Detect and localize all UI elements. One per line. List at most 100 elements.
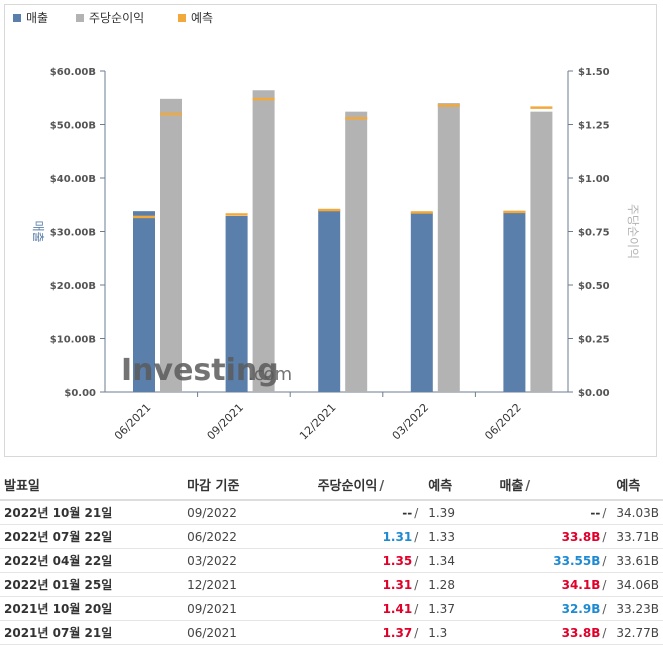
eps-actual-cell: -- / xyxy=(313,500,425,525)
slash: / xyxy=(414,625,419,640)
table-row: 2021년 10월 20일 09/2021 1.41/1.37 32.9B/33.23… xyxy=(0,596,663,621)
table-row: 2022년 01월 25일 12/2021 1.31/1.28 34.1B/34.06… xyxy=(0,572,663,597)
eps-bar[interactable] xyxy=(437,103,460,392)
revenue-forecast-mark[interactable] xyxy=(503,210,526,214)
eps-actual-cell: 1.35/ xyxy=(313,548,425,573)
slash: / xyxy=(414,601,419,616)
left-tick-label: $20.00B xyxy=(50,281,96,292)
legend-swatch[interactable] xyxy=(76,14,84,22)
table-row: 2022년 04월 22일 03/2022 1.35/1.34 33.55B/33.6… xyxy=(0,548,663,573)
period-end: 06/2022 xyxy=(183,524,314,549)
eps-actual: -- xyxy=(402,505,413,520)
revenue-forecast: 33.23B xyxy=(612,596,663,621)
revenue-forecast-mark[interactable] xyxy=(133,215,155,219)
release-date: 2022년 04월 22일 xyxy=(0,548,184,573)
header-date[interactable]: 발표일 xyxy=(0,470,184,501)
left-tick-label: $0.00 xyxy=(64,388,96,399)
left-axis-title: 매출 xyxy=(31,220,45,242)
eps-forecast-mark[interactable] xyxy=(160,112,182,116)
revenue-forecast: 34.03B xyxy=(612,500,663,525)
eps-actual-cell: 1.37/ xyxy=(313,620,425,645)
period-end: 09/2022 xyxy=(183,500,314,525)
revenue-forecast: 32.77B xyxy=(612,620,663,645)
revenue-actual-cell: 34.1B / xyxy=(495,572,613,597)
legend-label[interactable]: 매출 xyxy=(26,11,48,25)
release-date: 2022년 10월 21일 xyxy=(0,500,184,525)
revenue-bar[interactable] xyxy=(225,215,248,392)
revenue-bar[interactable] xyxy=(410,212,433,392)
legend-swatch[interactable] xyxy=(13,14,21,22)
revenue-forecast: 33.71B xyxy=(612,524,663,549)
right-axis-title: 주당순이익 xyxy=(626,204,640,259)
eps-actual-cell: 1.41/ xyxy=(313,596,425,621)
header-revenue[interactable]: 매출 / xyxy=(495,470,613,501)
slash: / xyxy=(414,529,419,544)
table-header-row: 발표일 마감 기준 주당순이익 / 예측 매출 / 예측 xyxy=(0,470,663,501)
revenue-forecast-mark[interactable] xyxy=(410,211,433,214)
period-end: 06/2021 xyxy=(183,620,314,645)
slash: / xyxy=(602,577,607,592)
revenue-forecast-mark[interactable] xyxy=(318,208,341,212)
legend-label[interactable]: 주당순이익 xyxy=(89,11,144,25)
period-end: 12/2021 xyxy=(183,572,314,597)
revenue-actual: -- xyxy=(590,505,601,520)
eps-bar[interactable] xyxy=(160,98,182,392)
eps-bar[interactable] xyxy=(530,111,553,392)
eps-forecast-mark[interactable] xyxy=(437,104,460,107)
table-row: 2021년 07월 21일 06/2021 1.37/1.3 33.8B/32.77B xyxy=(0,620,663,645)
revenue-bar[interactable] xyxy=(503,211,526,392)
revenue-forecast-mark[interactable] xyxy=(225,213,248,216)
eps-forecast: 1.39 xyxy=(424,500,496,525)
eps-actual: 1.37 xyxy=(382,625,413,640)
slash: / xyxy=(414,505,419,520)
revenue-actual-cell: 33.8B / xyxy=(495,620,613,645)
eps-bar[interactable] xyxy=(345,111,368,392)
right-tick-label: $0.75 xyxy=(578,228,610,239)
revenue-actual-cell: 32.9B / xyxy=(495,596,613,621)
header-slash: / xyxy=(525,479,531,494)
x-tick-label: 06/2021 xyxy=(112,401,154,443)
eps-forecast-mark[interactable] xyxy=(252,97,275,101)
slash: / xyxy=(602,553,607,568)
left-tick-label: $60.00B xyxy=(50,67,96,78)
eps-forecast-mark[interactable] xyxy=(345,117,368,120)
revenue-actual-cell: -- / xyxy=(495,500,613,525)
header-revenue-forecast[interactable]: 예측 xyxy=(612,470,663,501)
table-row: 2022년 10월 21일 09/2022 --/1.39 --/34.03B xyxy=(0,500,663,525)
header-revenue-label: 매출 xyxy=(499,479,524,494)
x-tick-label: 06/2022 xyxy=(482,401,524,443)
legend-swatch[interactable] xyxy=(178,14,186,22)
investing-watermark-logo: Investing xyxy=(121,353,279,388)
revenue-actual: 33.8B xyxy=(561,625,601,640)
revenue-actual: 33.55B xyxy=(553,553,601,568)
revenue-actual-cell: 33.55B / xyxy=(495,548,613,573)
eps-actual: 1.41 xyxy=(382,601,413,616)
revenue-forecast: 33.61B xyxy=(612,548,663,573)
header-eps-forecast[interactable]: 예측 xyxy=(424,470,496,501)
slash: / xyxy=(602,529,607,544)
right-tick-label: $1.00 xyxy=(578,174,610,185)
eps-forecast: 1.37 xyxy=(424,596,496,621)
earnings-table: 발표일 마감 기준 주당순이익 / 예측 매출 / 예측 2022년 10월 21일… xyxy=(0,470,663,645)
header-period[interactable]: 마감 기준 xyxy=(183,470,314,501)
header-eps[interactable]: 주당순이익 / xyxy=(313,470,425,501)
eps-forecast-mark[interactable] xyxy=(530,106,553,109)
release-date: 2021년 07월 21일 xyxy=(0,620,184,645)
slash: / xyxy=(602,625,607,640)
legend-label[interactable]: 예측 xyxy=(191,11,213,25)
x-tick-label: 12/2021 xyxy=(297,401,339,443)
release-date: 2021년 10월 20일 xyxy=(0,596,184,621)
eps-forecast: 1.34 xyxy=(424,548,496,573)
eps-actual-cell: 1.31/ xyxy=(313,524,425,549)
right-tick-label: $0.50 xyxy=(578,281,610,292)
left-tick-label: $40.00B xyxy=(50,174,96,185)
chart-panel: 매출 주당순이익 예측 $0.00 $10.00B $20.00B $30.00B $40.0… xyxy=(4,4,657,457)
revenue-actual: 32.9B xyxy=(561,601,601,616)
release-date: 2022년 07월 22일 xyxy=(0,524,184,549)
period-end: 09/2021 xyxy=(183,596,314,621)
revenue-bar[interactable] xyxy=(133,211,155,392)
left-tick-label: $10.00B xyxy=(50,335,96,346)
eps-bar[interactable] xyxy=(252,90,275,392)
right-tick-label: $1.25 xyxy=(578,121,610,132)
revenue-bar[interactable] xyxy=(318,209,341,392)
